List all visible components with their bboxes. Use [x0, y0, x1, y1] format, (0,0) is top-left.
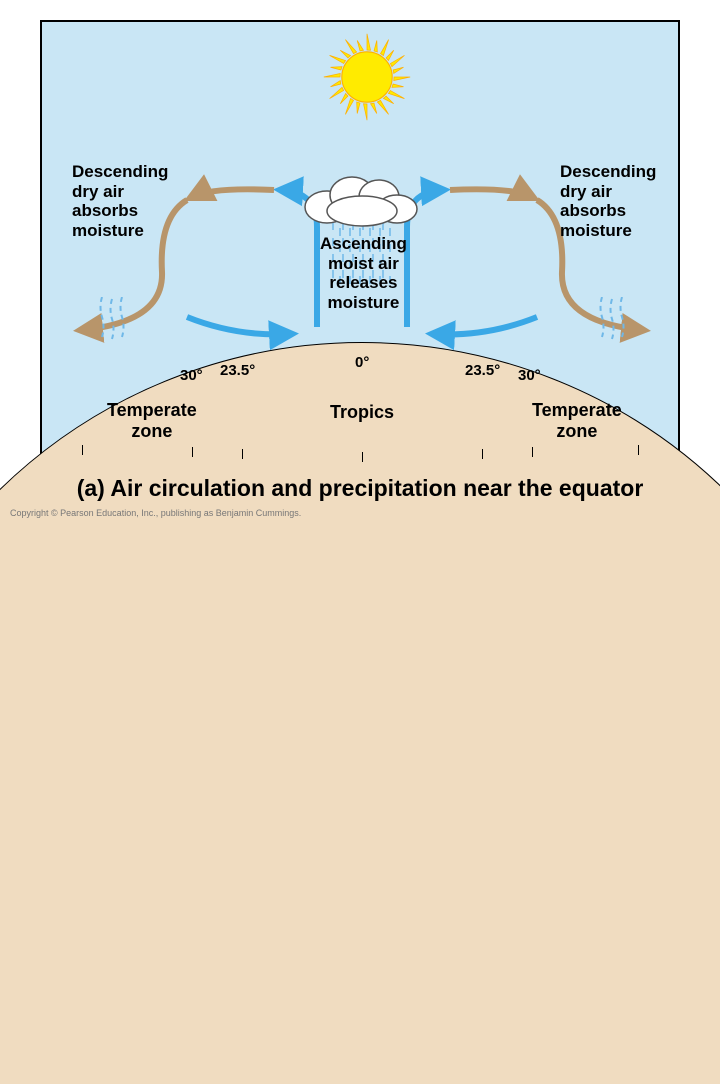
tick	[638, 445, 639, 455]
latitude-30-right: 30°	[518, 367, 541, 384]
zone-temperate-right: Temperate zone	[532, 400, 622, 441]
tick	[482, 449, 483, 459]
evaporation-left-icon	[97, 297, 127, 347]
tick	[82, 445, 83, 455]
latitude-23-5-left: 23.5°	[220, 362, 255, 379]
figure-caption: (a) Air circulation and precipitation ne…	[0, 475, 720, 502]
tick	[362, 452, 363, 462]
cloud-icon	[297, 167, 427, 227]
evaporation-right-icon	[597, 297, 627, 347]
diagram-frame: Descending dry air absorbs moisture Desc…	[40, 20, 680, 460]
latitude-30-left: 30°	[180, 367, 203, 384]
tick	[192, 447, 193, 457]
copyright-text: Copyright © Pearson Education, Inc., pub…	[10, 508, 301, 518]
label-ascending-center: Ascending moist air releases moisture	[320, 234, 407, 312]
label-descending-right: Descending dry air absorbs moisture	[560, 162, 656, 240]
tick	[242, 449, 243, 459]
latitude-23-5-right: 23.5°	[465, 362, 500, 379]
latitude-0: 0°	[355, 354, 369, 371]
zone-tropics: Tropics	[330, 402, 394, 423]
zone-temperate-left: Temperate zone	[107, 400, 197, 441]
label-descending-left: Descending dry air absorbs moisture	[72, 162, 168, 240]
tick	[532, 447, 533, 457]
